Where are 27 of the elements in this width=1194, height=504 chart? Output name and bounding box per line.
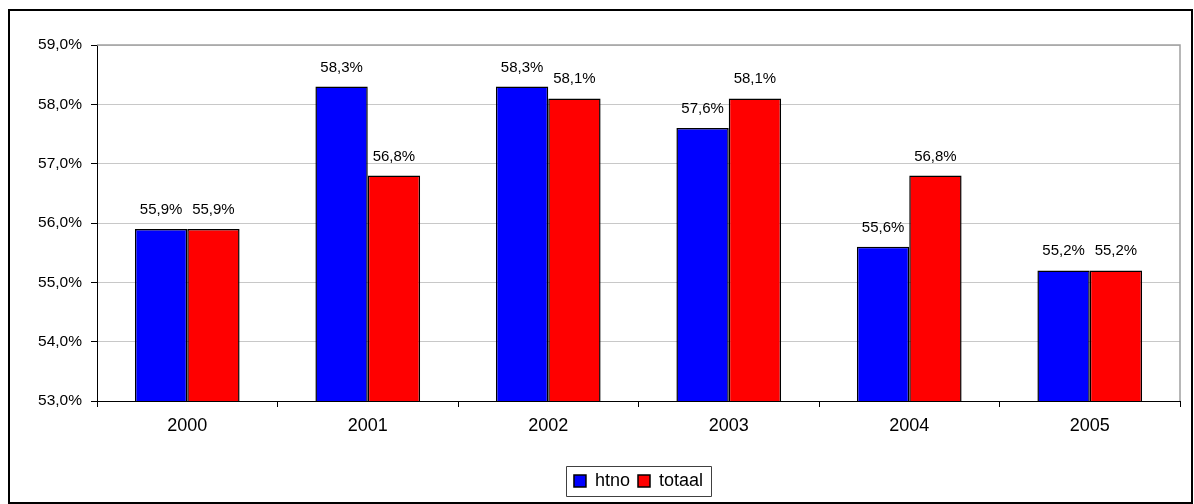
y-tick-label: 56,0% [38, 213, 83, 231]
data-label: 57,6% [681, 99, 724, 117]
data-label: 55,6% [861, 217, 905, 235]
y-tick-label: 57,0% [38, 153, 83, 171]
y-tick-label: 58,0% [38, 94, 83, 112]
data-label: 58,3% [320, 57, 363, 75]
x-tick-label: 2002 [528, 414, 569, 435]
legend-label: totaal [659, 469, 704, 490]
data-label: 58,3% [500, 57, 544, 75]
x-tick-label: 2001 [347, 414, 388, 435]
data-label: 56,8% [372, 146, 416, 164]
x-tick-label: 2003 [708, 414, 749, 435]
legend-label: htno [594, 469, 631, 490]
y-tick-label: 54,0% [38, 331, 83, 349]
data-label: 55,9% [192, 199, 235, 217]
y-tick-label: 55,0% [38, 272, 83, 290]
x-tick-label: 2000 [167, 414, 208, 435]
data-label: 58,1% [733, 69, 777, 87]
y-tick-label: 53,0% [38, 391, 83, 409]
x-tick-label: 2005 [1069, 414, 1110, 435]
data-label: 55,2% [1042, 241, 1085, 259]
data-label: 56,8% [914, 146, 957, 164]
x-tick-label: 2004 [889, 414, 930, 435]
data-label: 55,2% [1094, 241, 1138, 259]
data-label: 55,9% [139, 199, 183, 217]
data-label: 58,1% [553, 69, 596, 87]
y-tick-label: 59,0% [38, 35, 83, 53]
